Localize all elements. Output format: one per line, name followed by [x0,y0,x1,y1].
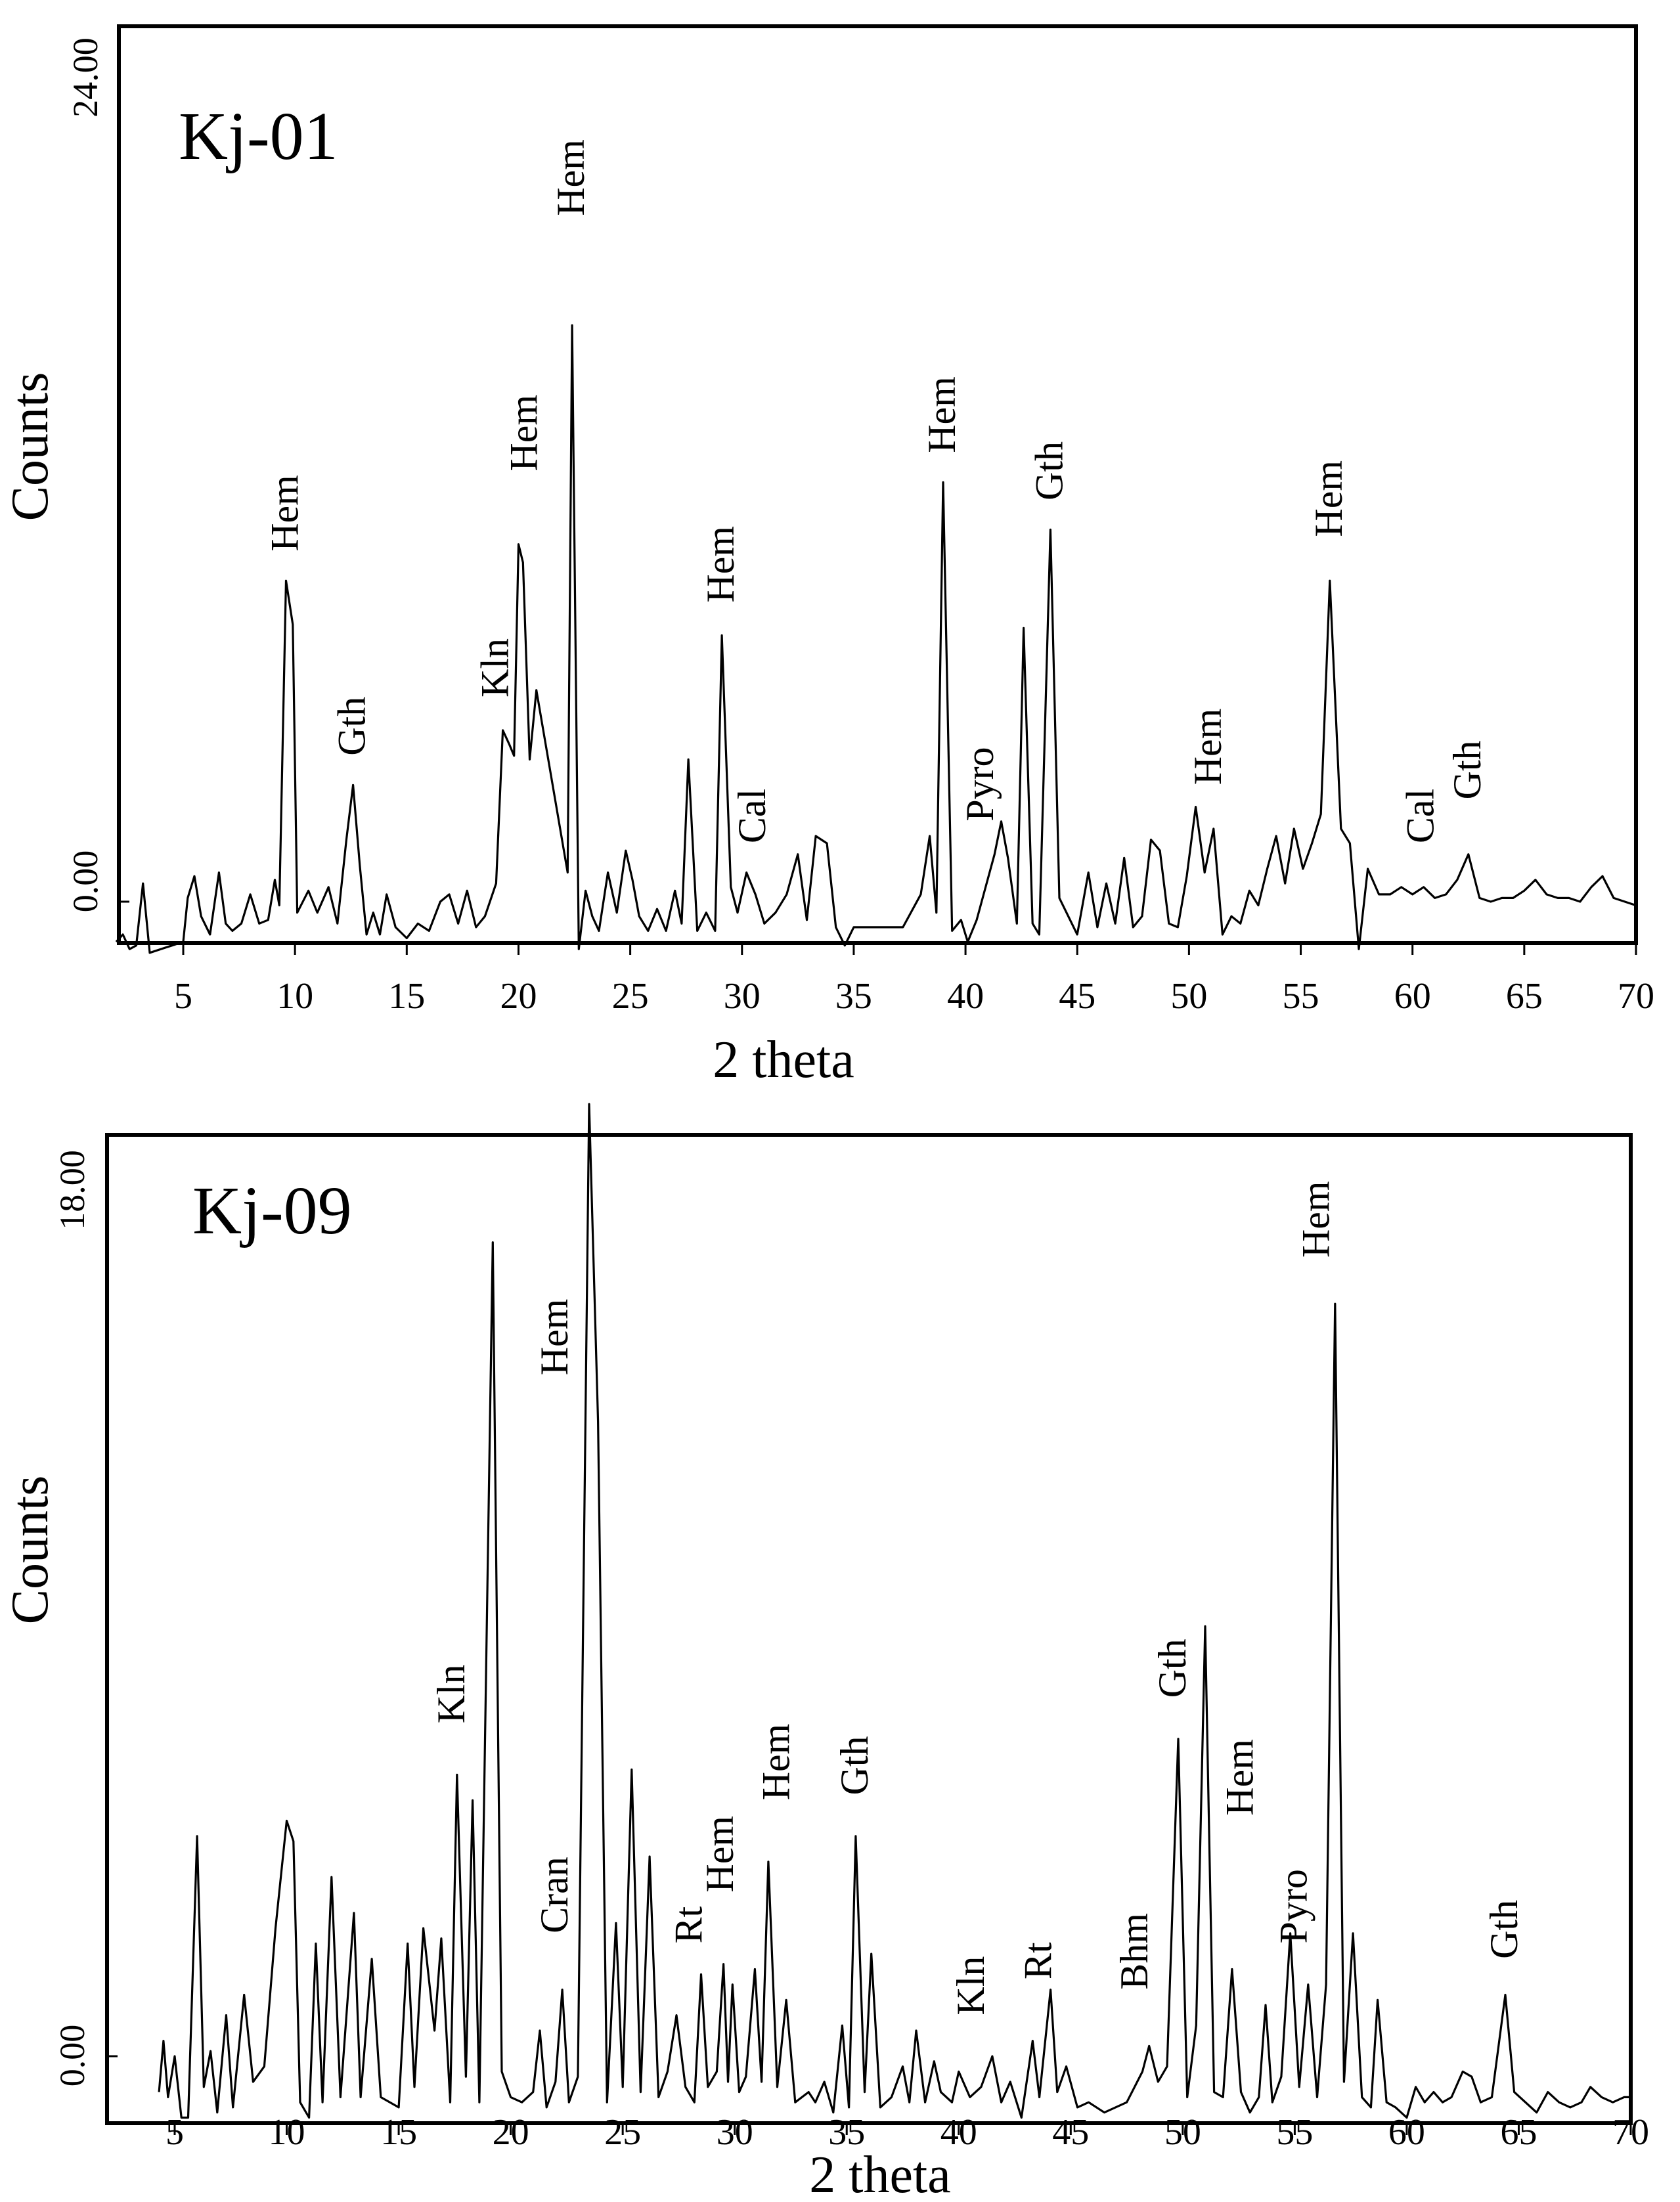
kj09-ytick-label-max: 18.00 [53,1150,92,1230]
kj09-xtick-label: 70 [1612,2112,1649,2153]
kj09-xtick-label: 50 [1164,2112,1201,2153]
kj09-xtick-label: 60 [1388,2112,1425,2153]
kj01-x-axis-label: 2 theta [713,1031,854,1089]
kj01-peak-label: Hem [920,376,963,453]
kj01-xtick-label: 30 [724,976,761,1017]
kj01-xrd-pattern-line [115,324,1637,954]
kj09-xtick-label: 40 [940,2112,977,2153]
kj09-xtick-label: 5 [166,2112,184,2153]
kj01-xtick-label: 40 [947,976,984,1017]
kj01-peak-label: Hem [699,526,742,603]
kj09-peak-label: Kln [430,1664,473,1723]
kj01-xtick-label: 70 [1618,976,1654,1017]
kj09-peak-labels: Kln Hem Cran Rt Hem Hem Gth Kln Rt Bhm Gth Hem Pyro H… [430,1181,1526,2015]
kj09-peak-label: Cran [533,1857,576,1933]
kj09-y-axis-label: Counts [1,1476,59,1625]
kj01-peak-label: Hem [263,475,307,552]
kj01-xtick-label: 50 [1170,976,1207,1017]
kj09-xtick-label: 10 [269,2112,305,2153]
kj09-peak-label: Gth [833,1736,876,1795]
kj09-peak-label: Hem [698,1816,741,1893]
kj09-xtick-label: 45 [1052,2112,1089,2153]
kj09-series-layer [158,1103,1631,2119]
kj01-xtick-label: 35 [835,976,872,1017]
kj01-peak-label: Hem [1307,460,1350,537]
kj09-xtick-label: 65 [1500,2112,1537,2153]
panel-kj09: Kj-09 18.00 0.00 Counts 2 theta 5 10 15 20 2… [1,1103,1649,2202]
kj01-peak-label: Gth [330,697,374,756]
kj01-xtick-label: 5 [174,976,192,1017]
kj09-peak-label: Bhm [1113,1913,1156,1990]
kj01-peak-label: Kln [473,638,516,697]
kj01-ytick-label-zero: 0.00 [66,850,105,913]
kj01-peak-labels: Hem Gth Kln Hem Hem Hem Cal Hem Pyro Gth Hem Hem Cal… [263,139,1489,843]
kj01-peak-label: Cal [1398,789,1442,843]
kj01-xtick-label: 20 [500,976,537,1017]
kj01-y-axis-label: Counts [1,372,59,521]
kj01-xtick-label: 55 [1283,976,1319,1017]
kj01-x-ticks: 5 10 15 20 25 30 35 40 45 50 55 60 65 70 [174,943,1654,1017]
kj01-peak-label: Hem [549,139,592,216]
kj01-series-layer [115,324,1637,954]
kj09-peak-label: Hem [755,1724,798,1801]
kj09-peak-label: Gth [1482,1900,1526,1959]
kj01-panel-title: Kj-01 [179,99,338,174]
kj09-peak-label: Pyro [1271,1869,1315,1943]
kj01-peak-label: Hem [502,395,546,472]
kj09-x-axis-label: 2 theta [809,2146,950,2202]
kj01-xtick-label: 60 [1394,976,1431,1017]
kj09-peak-label: Hem [533,1299,576,1376]
kj01-peak-label: Hem [1186,709,1229,785]
kj01-xtick-label: 25 [612,976,649,1017]
kj09-peak-label: Gth [1151,1639,1194,1698]
kj09-ytick-label-zero: 0.00 [53,2025,92,2087]
kj09-peak-label: Hem [1218,1739,1262,1816]
kj01-peak-label: Gth [1446,741,1489,800]
kj09-plot-frame [105,1133,1633,2125]
kj01-plot-frame [117,24,1638,945]
panel-kj01: Kj-01 24.00 0.00 Counts 2 theta 5 10 15 20 2… [1,24,1654,1089]
kj09-peak-label: Hem [1294,1181,1338,1258]
kj01-xtick-label: 65 [1506,976,1543,1017]
kj01-peak-label: Gth [1027,441,1071,500]
kj09-xtick-label: 25 [604,2112,641,2153]
kj01-xtick-label: 15 [388,976,425,1017]
kj09-xtick-label: 15 [380,2112,417,2153]
kj09-xtick-label: 35 [828,2112,865,2153]
kj09-xtick-label: 20 [493,2112,529,2153]
kj09-panel-title: Kj-09 [192,1173,352,1248]
kj09-xtick-label: 55 [1276,2112,1313,2153]
kj09-x-ticks: 5 10 15 20 25 30 35 40 45 50 55 60 65 70 [166,2112,1649,2153]
kj09-peak-label: Rt [667,1906,711,1943]
kj01-ytick-label-max: 24.00 [66,37,105,118]
kj09-xrd-pattern-line [158,1103,1631,2119]
kj09-peak-label: Kln [949,1956,992,2015]
kj09-peak-label: Rt [1017,1942,1060,1979]
kj01-peak-label: Cal [730,789,774,843]
kj09-xtick-label: 30 [717,2112,753,2153]
kj01-xtick-label: 45 [1059,976,1095,1017]
kj01-xtick-label: 10 [276,976,313,1017]
kj01-peak-label: Pyro [958,747,1002,821]
